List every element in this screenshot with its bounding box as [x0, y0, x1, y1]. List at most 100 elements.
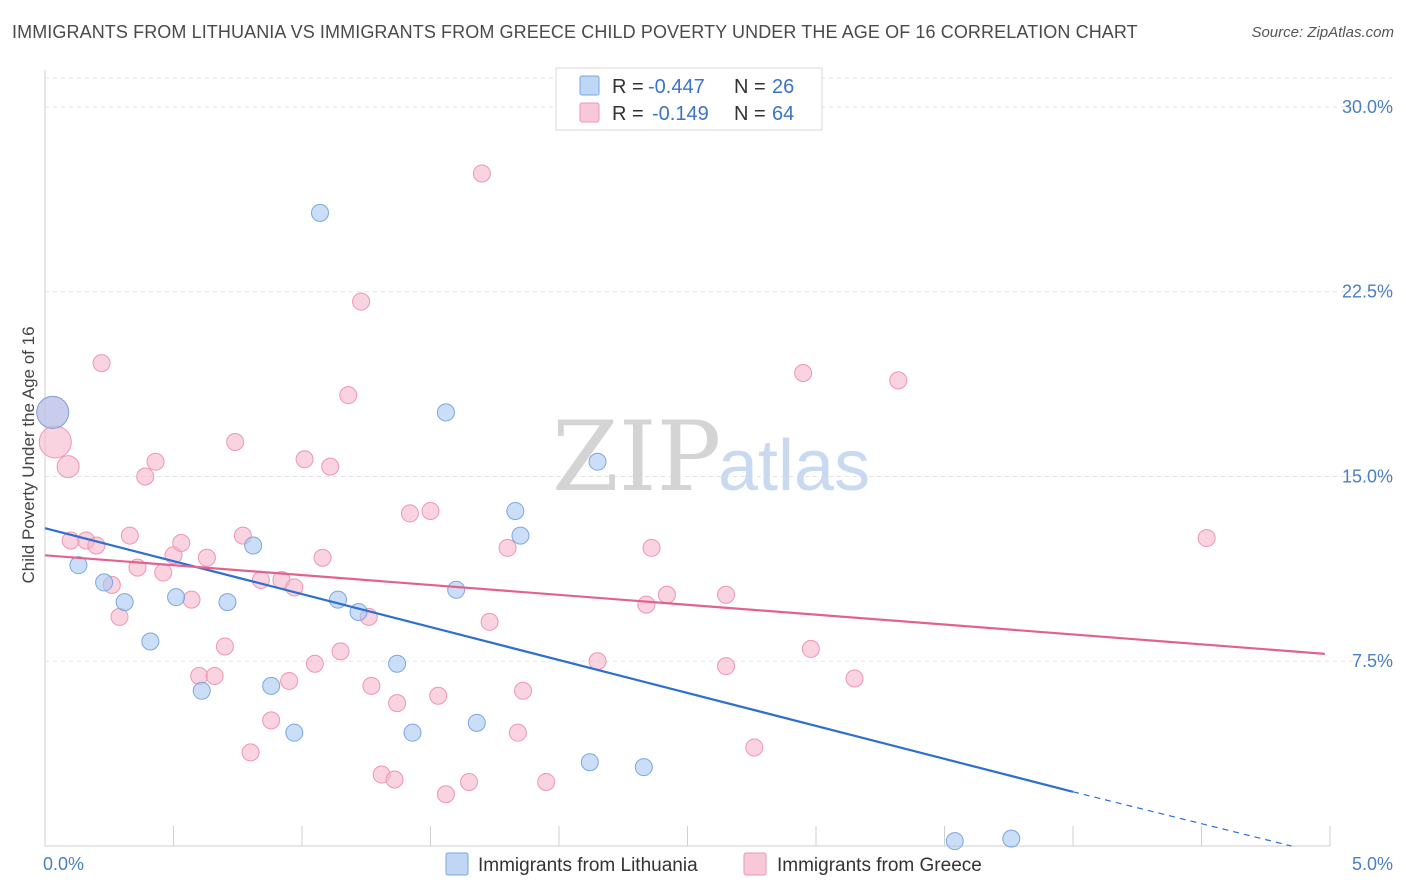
point-lithuania: [1002, 829, 1021, 848]
point-greece: [241, 743, 260, 762]
data-points: [36, 164, 1216, 851]
series-legend-swatch-lithuania: [445, 852, 469, 876]
point-lithuania: [69, 556, 88, 575]
point-greece: [460, 772, 479, 791]
point-greece: [321, 457, 340, 476]
point-lithuania: [634, 758, 653, 777]
point-lithuania: [945, 832, 964, 851]
point-greece: [794, 364, 813, 383]
point-lithuania: [588, 452, 607, 471]
point-greece: [537, 772, 556, 791]
point-greece: [388, 694, 407, 713]
x-tick-label: 0.0%: [43, 854, 84, 874]
point-greece: [514, 681, 533, 700]
point-greece: [472, 164, 491, 183]
point-greece: [205, 667, 224, 686]
point-greece: [421, 501, 440, 520]
point-lithuania: [218, 593, 237, 612]
y-tick-label: 30.0%: [1342, 97, 1393, 117]
watermark-atlas: atlas: [718, 426, 870, 506]
point-greece: [339, 386, 358, 405]
point-greece: [745, 738, 764, 757]
point-greece: [280, 671, 299, 690]
legend-box: [555, 67, 823, 131]
legend-n-value-greece: 64: [772, 103, 794, 125]
series-legend-label-greece: Immigrants from Greece: [777, 855, 982, 876]
point-greece: [331, 642, 350, 661]
point-greece: [305, 654, 324, 673]
trend-line-extension-lithuania: [1072, 791, 1292, 847]
point-greece: [154, 563, 173, 582]
legend-swatch-lithuania: [579, 75, 600, 96]
legend-r-value-greece: -0.149: [652, 103, 709, 125]
point-lithuania: [580, 753, 599, 772]
legend-r-value-lithuania: -0.447: [648, 76, 705, 98]
point-greece: [352, 292, 371, 311]
point-greece: [717, 657, 736, 676]
point-greece: [226, 432, 245, 451]
point-greece: [845, 669, 864, 688]
point-greece: [1197, 529, 1216, 548]
y-axis-label: Child Poverty Under the Age of 16: [19, 326, 38, 583]
point-greece: [637, 595, 656, 614]
point-greece: [313, 548, 332, 567]
point-greece: [146, 452, 165, 471]
point-lithuania: [141, 632, 160, 651]
legend-n-label-greece: N =: [734, 103, 766, 125]
series-legend-swatch-greece: [743, 852, 767, 876]
tick-labels: 7.5% 15.0% 22.5% 30.0% 0.0% 5.0%: [43, 97, 1393, 874]
point-lithuania: [192, 681, 211, 700]
y-tick-label: 15.0%: [1342, 466, 1393, 486]
point-greece: [642, 538, 661, 557]
point-lithuania: [511, 526, 530, 545]
point-greece: [588, 652, 607, 671]
point-lithuania: [115, 593, 134, 612]
correlation-legend: R = -0.447 N = 26 R = -0.149 N = 64: [555, 67, 823, 131]
point-lithuania: [436, 403, 455, 422]
point-greece: [717, 585, 736, 604]
point-lithuania: [403, 723, 422, 742]
point-greece: [400, 504, 419, 523]
series-legend-label-lithuania: Immigrants from Lithuania: [478, 855, 698, 876]
point-greece: [436, 785, 455, 804]
point-lithuania: [506, 501, 525, 520]
point-lithuania: [36, 395, 70, 429]
point-greece: [889, 371, 908, 390]
legend-swatch-greece: [579, 102, 600, 123]
point-greece: [56, 455, 80, 479]
point-greece: [498, 538, 517, 557]
point-lithuania: [167, 588, 186, 607]
point-greece: [190, 667, 209, 686]
watermark-zip: ZIP: [552, 401, 721, 513]
trend-line-greece: [44, 554, 1325, 655]
point-greece: [480, 612, 499, 631]
point-greece: [429, 686, 448, 705]
point-lithuania: [262, 676, 281, 695]
legend-r-label-lithuania: R =: [612, 76, 644, 98]
point-greece: [197, 548, 216, 567]
series-legend: Immigrants from Lithuania Immigrants fro…: [445, 852, 982, 876]
point-greece: [38, 425, 72, 459]
point-greece: [262, 711, 281, 730]
grid-lines: [45, 77, 1392, 662]
point-lithuania: [285, 723, 304, 742]
point-greece: [120, 526, 139, 545]
legend-r-label-greece: R =: [612, 103, 644, 125]
point-greece: [295, 450, 314, 469]
point-lithuania: [310, 203, 329, 222]
point-greece: [657, 585, 676, 604]
point-greece: [172, 533, 191, 552]
chart-title: IMMIGRANTS FROM LITHUANIA VS IMMIGRANTS …: [12, 22, 1138, 42]
legend-n-value-lithuania: 26: [772, 76, 794, 98]
trend-lines: [44, 527, 1325, 847]
legend-n-label-lithuania: N =: [734, 76, 766, 98]
trend-line-lithuania: [44, 527, 1074, 793]
point-greece: [92, 354, 111, 373]
point-greece: [801, 639, 820, 658]
point-greece: [182, 590, 201, 609]
point-greece: [508, 723, 527, 742]
y-tick-label: 7.5%: [1352, 651, 1393, 671]
axes: [44, 70, 1331, 847]
point-greece: [136, 467, 155, 486]
